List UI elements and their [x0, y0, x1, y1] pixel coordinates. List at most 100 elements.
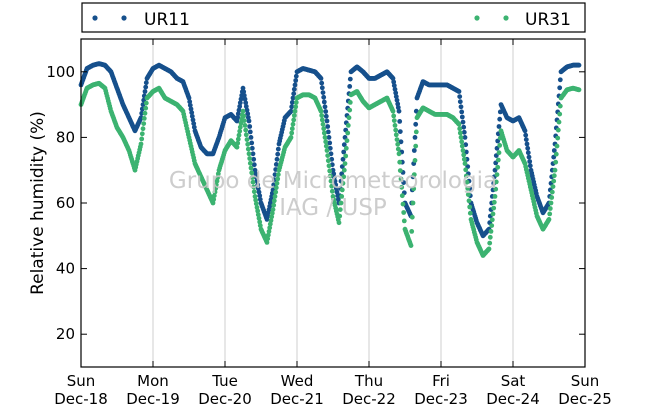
data-point	[293, 73, 299, 79]
data-point	[555, 127, 561, 133]
data-point	[337, 207, 343, 213]
data-point	[291, 117, 297, 123]
x-tick-label-date: Dec-23	[414, 390, 468, 408]
data-point	[275, 172, 281, 178]
data-point	[238, 120, 244, 126]
data-point	[329, 183, 335, 189]
data-point	[492, 194, 498, 199]
x-tick-label-day: Sat	[501, 372, 526, 390]
data-point	[242, 96, 248, 102]
legend-ur11-marker	[121, 15, 127, 21]
data-point	[396, 108, 402, 114]
data-point	[321, 126, 327, 132]
data-point	[138, 141, 144, 147]
data-point	[321, 130, 327, 136]
data-point	[142, 89, 148, 94]
data-point	[393, 127, 399, 133]
x-tick-label-date: Dec-18	[54, 390, 108, 408]
data-point	[240, 108, 246, 114]
data-point	[244, 107, 250, 113]
legend-ur11-marker	[92, 15, 98, 21]
y-tick-label: 80	[56, 128, 75, 146]
data-point	[397, 119, 403, 124]
data-point	[339, 187, 345, 193]
data-point	[345, 123, 351, 128]
data-point	[235, 111, 241, 117]
legend-frame	[81, 2, 586, 33]
legend-ur31-marker	[474, 15, 480, 21]
data-point	[461, 124, 467, 130]
data-point	[321, 94, 327, 100]
data-point	[493, 186, 499, 192]
data-point	[251, 189, 257, 195]
data-point	[291, 86, 297, 92]
data-point	[291, 91, 297, 97]
data-point	[253, 175, 259, 180]
data-point	[457, 94, 463, 99]
data-point	[240, 85, 246, 91]
data-point	[551, 148, 557, 153]
data-point	[489, 223, 495, 229]
y-tick-label: 100	[46, 63, 75, 81]
data-point	[411, 172, 417, 178]
data-point	[342, 161, 348, 167]
data-point	[552, 167, 558, 173]
data-point	[456, 121, 462, 127]
data-point	[392, 123, 398, 128]
data-point	[292, 108, 298, 114]
data-point	[524, 141, 530, 147]
data-point	[319, 80, 325, 86]
data-point	[214, 178, 220, 184]
data-point	[143, 80, 149, 86]
data-point	[289, 126, 295, 132]
data-point	[267, 225, 273, 231]
data-point	[319, 85, 325, 91]
data-point	[466, 198, 472, 204]
data-point	[460, 148, 466, 153]
data-point	[245, 111, 251, 117]
data-point	[243, 132, 249, 138]
data-point	[264, 240, 270, 245]
data-point	[413, 129, 419, 135]
data-point	[253, 197, 259, 203]
data-point	[401, 180, 407, 186]
data-point	[290, 121, 296, 127]
data-point	[457, 130, 463, 136]
data-point	[412, 135, 418, 140]
data-point	[489, 217, 495, 223]
series-ur31	[78, 80, 582, 258]
data-point	[341, 174, 347, 180]
data-point	[334, 189, 340, 195]
data-point	[553, 159, 559, 165]
data-point	[397, 168, 403, 174]
axis-ticks: SunDec-18MonDec-19TueDec-20WedDec-21ThuD…	[46, 39, 612, 408]
data-point	[555, 135, 561, 141]
data-point	[293, 104, 299, 110]
data-point	[252, 167, 258, 173]
data-point	[392, 86, 398, 92]
data-point	[339, 194, 345, 199]
data-points	[78, 61, 582, 258]
data-point	[398, 176, 404, 182]
data-point	[288, 135, 294, 140]
x-tick-label-date: Dec-19	[126, 390, 180, 408]
data-point	[576, 62, 582, 68]
data-point	[139, 131, 145, 137]
data-point	[191, 124, 197, 130]
data-point	[293, 78, 299, 83]
data-point	[215, 171, 221, 177]
gridlines	[152, 39, 514, 367]
data-point	[143, 84, 149, 90]
data-point	[246, 118, 252, 124]
data-point	[275, 146, 281, 152]
data-point	[325, 124, 331, 129]
data-point	[139, 110, 145, 116]
data-point	[488, 229, 494, 234]
data-point	[141, 121, 147, 126]
data-point	[235, 115, 241, 120]
data-point	[235, 140, 241, 146]
data-point	[413, 143, 419, 149]
data-point	[495, 164, 501, 170]
data-point	[341, 167, 347, 173]
data-point	[459, 139, 465, 145]
